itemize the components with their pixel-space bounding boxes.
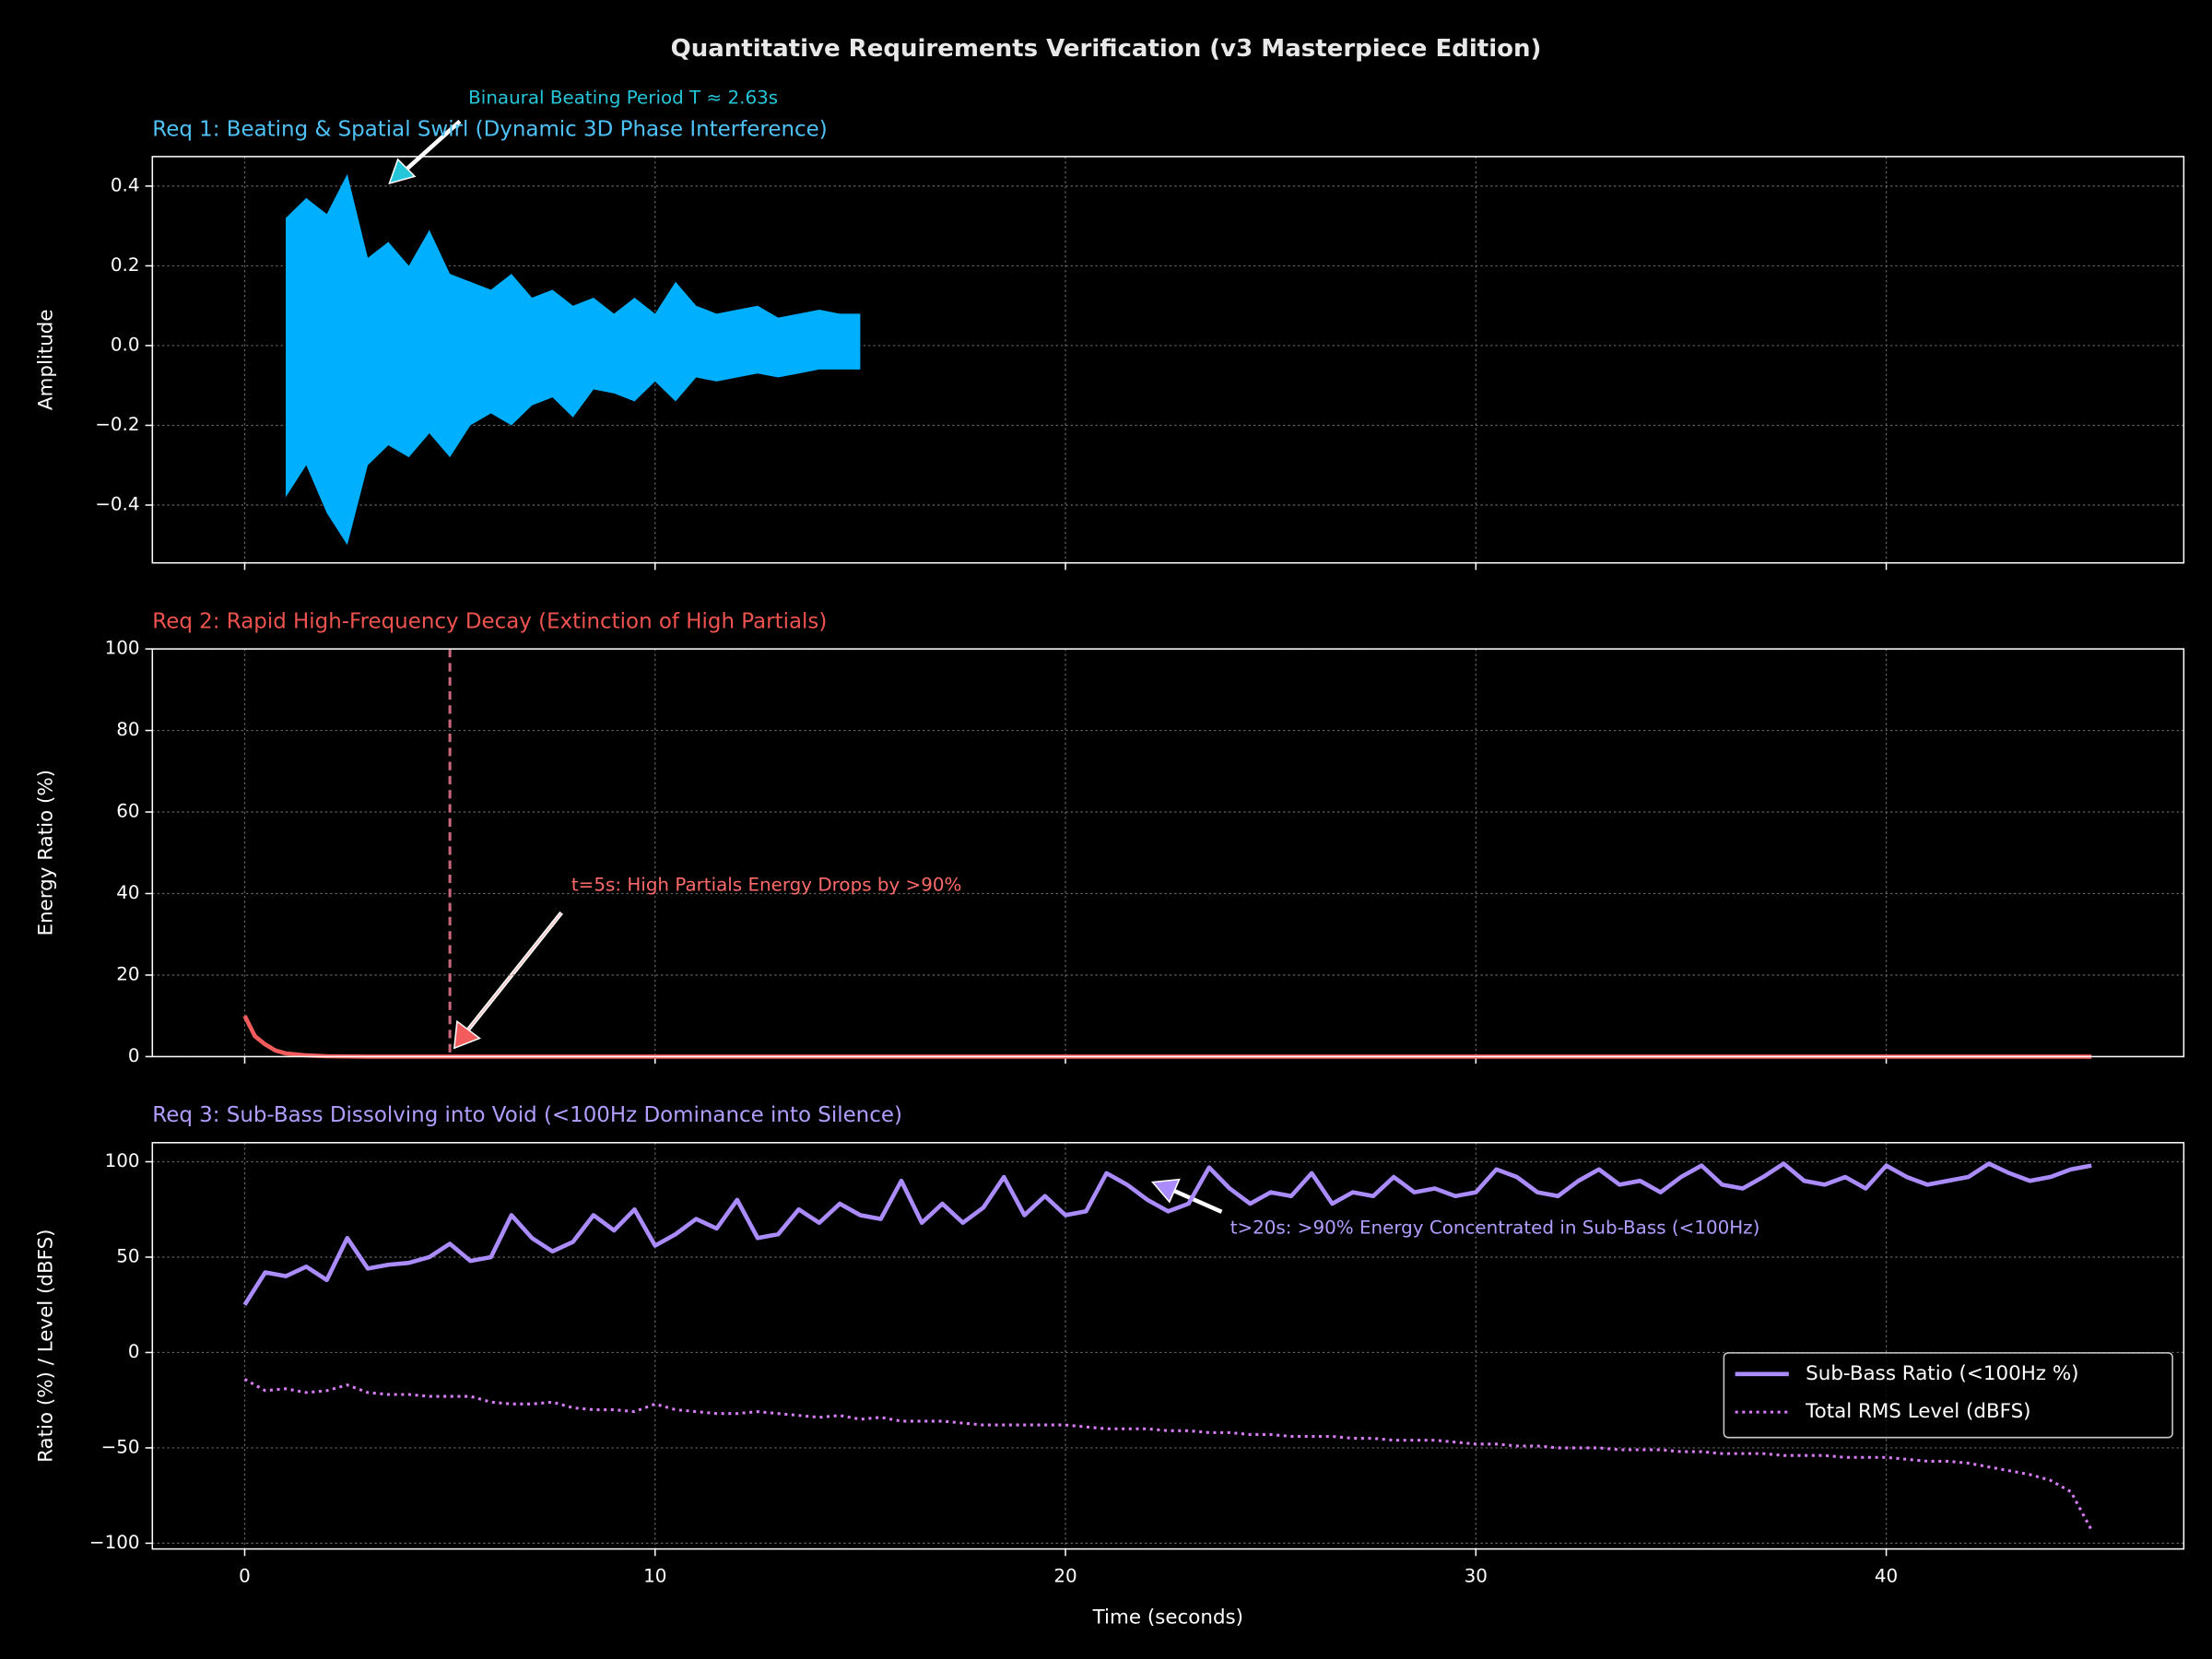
series-line (242, 1161, 2092, 1306)
x-axis-label: Time (seconds) (1092, 1606, 1243, 1630)
series-line (243, 1378, 2093, 1531)
annotation-arrow (388, 119, 462, 185)
y-tick-label: −0.2 (95, 414, 139, 435)
axes-frame (151, 1142, 2185, 1550)
legend: Sub-Bass Ratio (<100Hz %) Total RMS Level… (1723, 1352, 2173, 1439)
y-axis-label: Energy Ratio (%) (35, 770, 58, 936)
figure-title: Quantitative Requirements Verification (… (671, 35, 1542, 63)
y-tick-label: 0 (128, 1045, 140, 1066)
y-tick-label: 50 (116, 1245, 139, 1266)
y-axis-label: Ratio (%) / Level (dBFS) (35, 1229, 58, 1462)
y-tick-label: 60 (116, 801, 139, 822)
legend-label: Sub-Bass Ratio (<100Hz %) (1806, 1362, 2078, 1385)
annotation-arrow (1150, 1178, 1223, 1214)
subplot-title: Req 3: Sub-Bass Dissolving into Void (<1… (152, 1103, 902, 1127)
x-tick-label: 0 (239, 1566, 251, 1587)
x-tick-label: 10 (643, 1566, 666, 1587)
subplot: 0 10 20 30 40 −100 −50 0 50 100 Req 3: Sub-Bass Di… (35, 1103, 2185, 1587)
y-tick-label: 100 (105, 1150, 140, 1171)
y-tick-label: 80 (116, 719, 139, 740)
y-tick-label: 40 (116, 882, 139, 903)
subplot: 0 20 40 60 80 100 Req 2: Rapid High-Frequency … (35, 610, 2185, 1066)
axes-frame (151, 648, 2185, 1058)
waveform-envelope (286, 173, 861, 546)
y-tick-label: 20 (116, 963, 139, 984)
subplot: −0.4 −0.2 0.0 0.2 0.4 Req 1: Beating & Spatia… (35, 88, 2185, 571)
y-axis-label: Amplitude (35, 309, 58, 410)
y-tick-label: 100 (105, 638, 140, 659)
annotation: t>20s: >90% Energy Concentrated in Sub-B… (1230, 1218, 1760, 1239)
x-tick-label: 30 (1465, 1566, 1488, 1587)
subplot-title: Req 1: Beating & Spatial Swirl (Dynamic … (152, 117, 827, 141)
legend-frame (1723, 1352, 2173, 1439)
x-tick-label: 40 (1875, 1566, 1898, 1587)
x-tick-label: 20 (1053, 1566, 1077, 1587)
y-tick-label: 0.4 (111, 174, 140, 195)
legend-label: Total RMS Level (dBFS) (1805, 1400, 2030, 1423)
y-tick-label: −100 (89, 1532, 140, 1553)
y-tick-label: 0.0 (111, 334, 140, 355)
annotation: Binaural Beating Period T ≈ 2.63s (468, 88, 778, 109)
y-tick-label: −0.4 (95, 493, 139, 514)
y-tick-label: −50 (101, 1436, 140, 1457)
axes-frame (151, 156, 2185, 564)
subplot-title: Req 2: Rapid High-Frequency Decay (Extin… (152, 610, 827, 634)
y-tick-label: 0 (128, 1341, 140, 1362)
annotation-arrow (453, 911, 563, 1050)
y-tick-label: 0.2 (111, 254, 140, 276)
annotation: t=5s: High Partials Energy Drops by >90% (571, 875, 962, 896)
